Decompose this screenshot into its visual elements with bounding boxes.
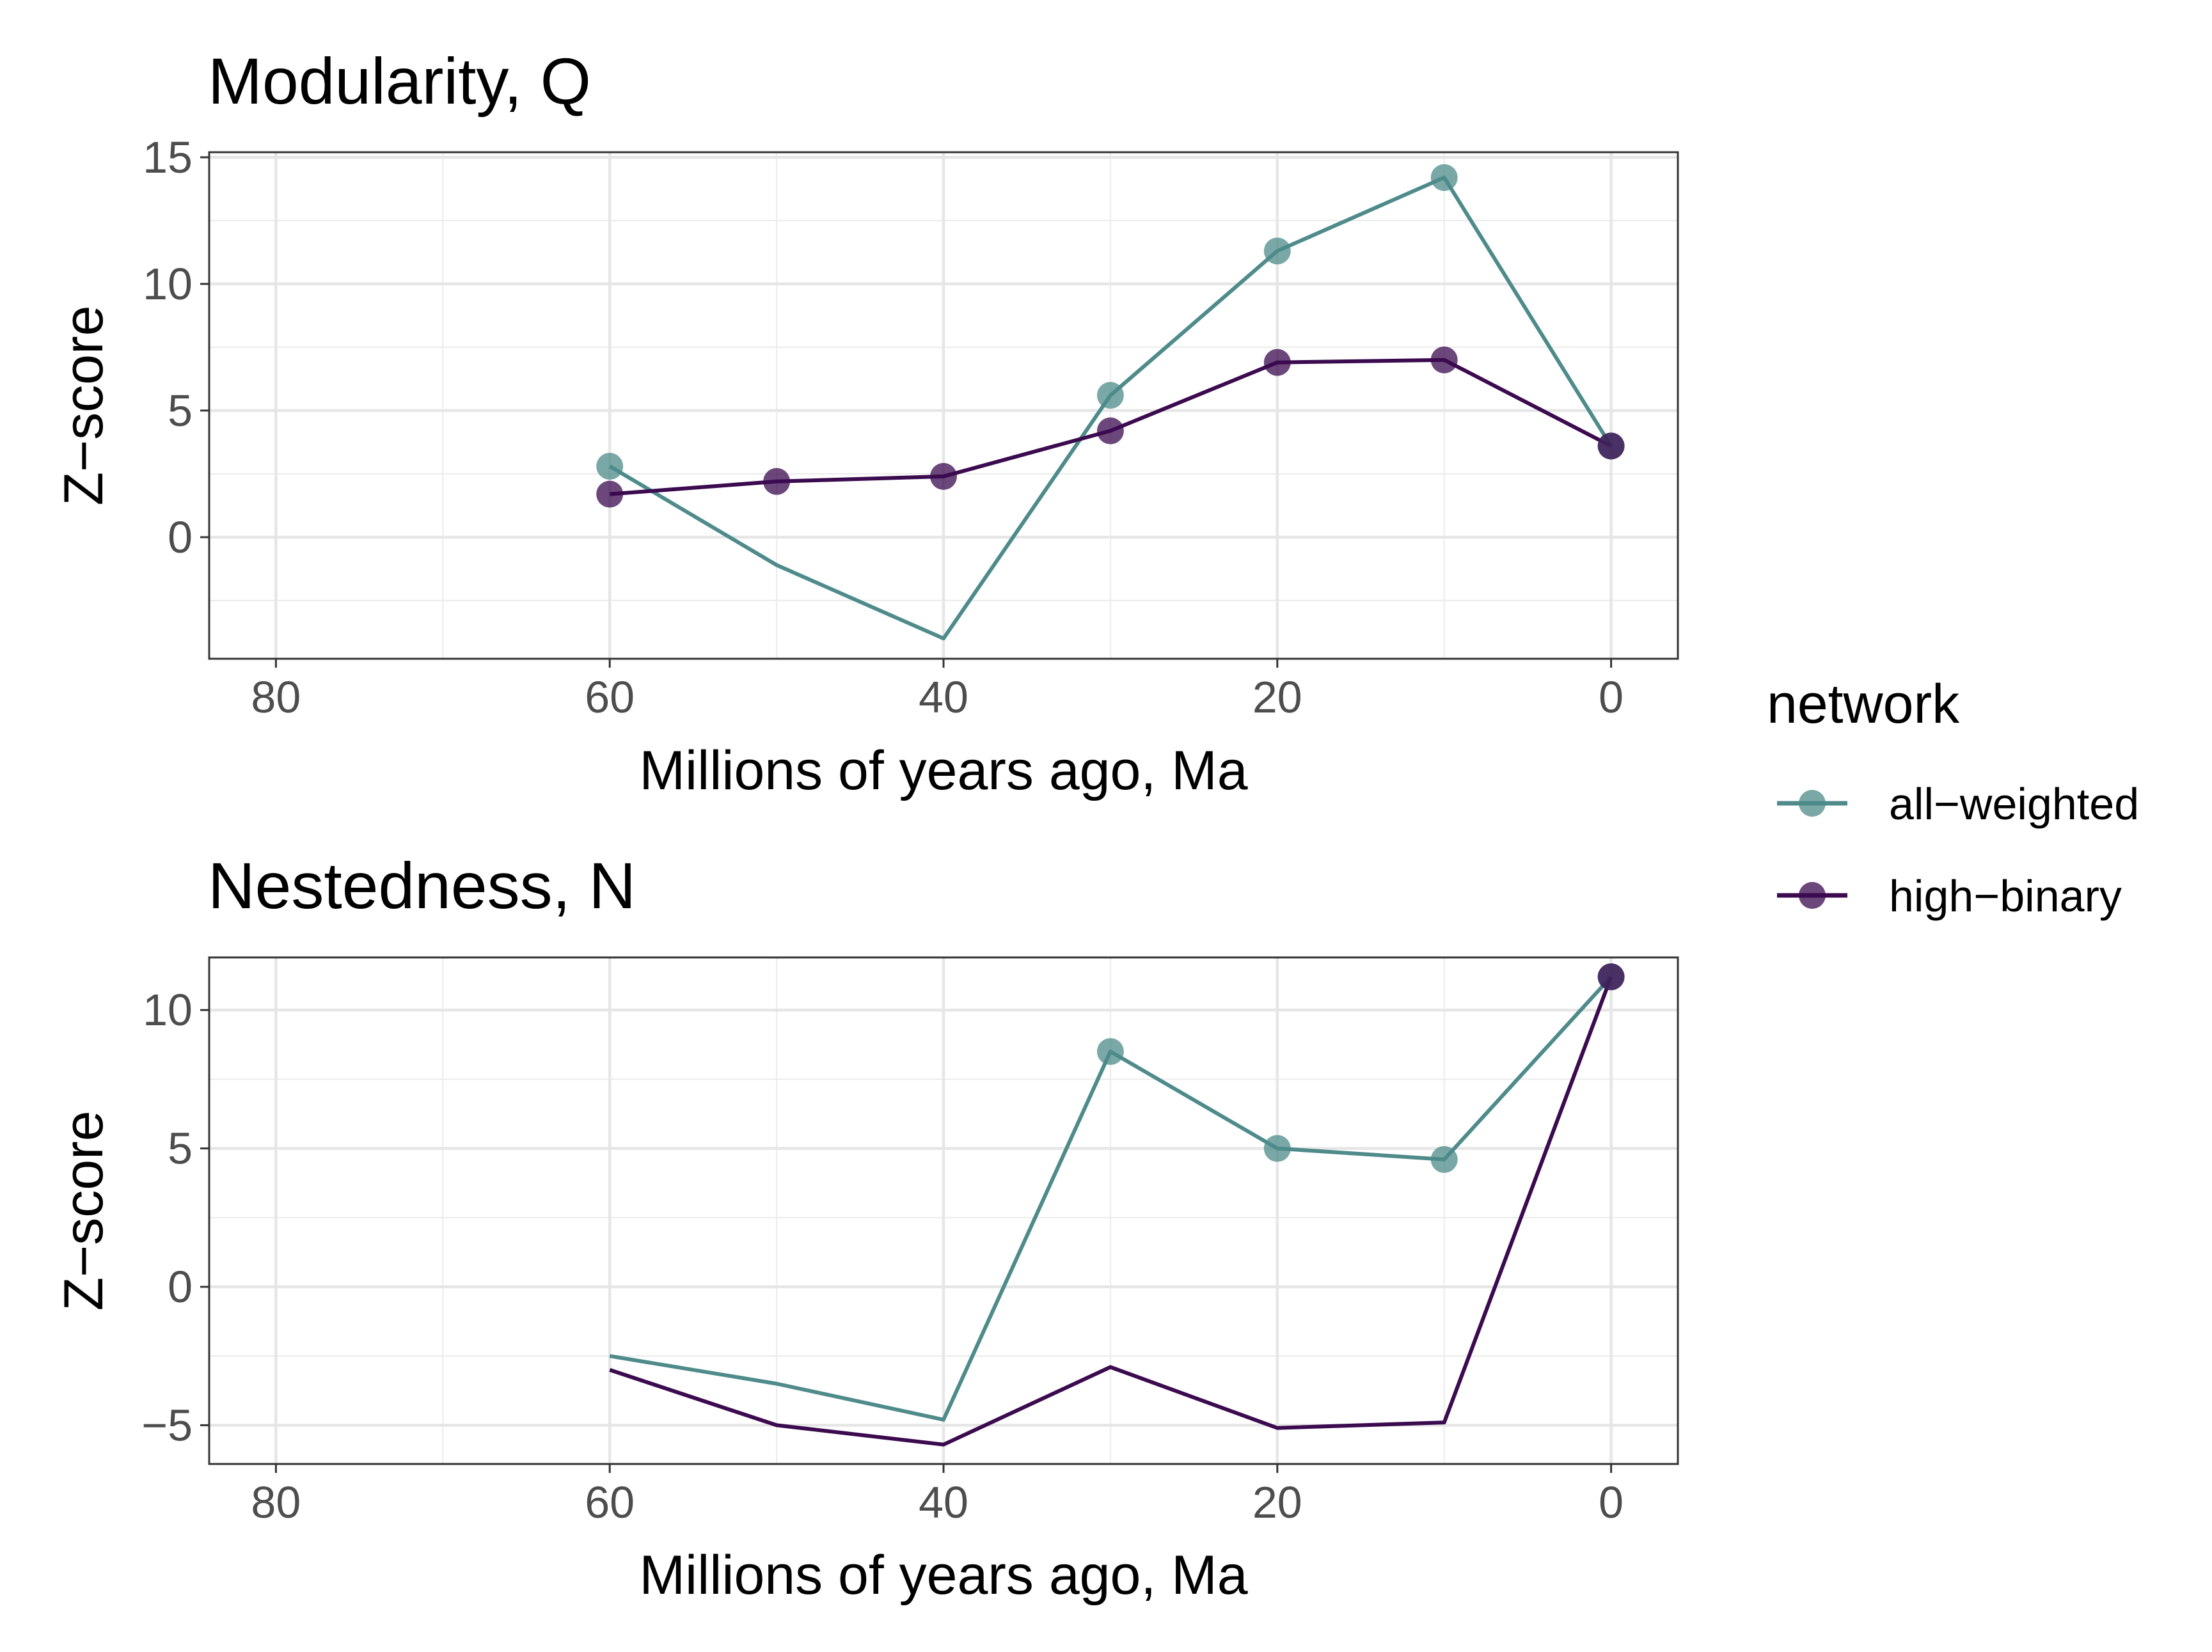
x-tick-label: 40 <box>919 1477 968 1527</box>
x-axis-ticks-nestedness: 80 60 40 20 0 <box>251 1464 1623 1527</box>
x-tick-label: 40 <box>919 672 968 722</box>
legend: network all−weighted high−binary <box>1767 673 2139 921</box>
x-tick-label: 60 <box>585 672 635 722</box>
data-point-high-binary <box>930 462 957 490</box>
data-point-high-binary <box>763 468 791 495</box>
x-tick-label: 0 <box>1599 672 1623 722</box>
data-point-all-weighted <box>1263 237 1291 265</box>
y-tick-label: 10 <box>143 985 193 1035</box>
x-axis-title-nestedness: Millions of years ago, Ma <box>639 1545 1247 1606</box>
y-tick-label: 10 <box>143 259 193 309</box>
legend-key-marker-high-binary <box>1799 882 1826 909</box>
legend-title: network <box>1767 673 1960 735</box>
x-tick-label: 20 <box>1252 672 1302 722</box>
x-tick-label: 60 <box>585 1477 635 1527</box>
modularity-panel: Modularity, Q 0 5 10 15 80 60 40 20 0 Millions … <box>53 45 1679 801</box>
data-point-all-weighted <box>1263 1135 1291 1162</box>
y-tick-label: 5 <box>168 386 193 436</box>
series-line-high-binary <box>609 976 1613 1447</box>
data-point-all-weighted <box>1430 164 1458 191</box>
data-point-all-weighted <box>596 453 624 480</box>
legend-key-marker-all-weighted <box>1799 790 1826 817</box>
y-axis-ticks-nestedness: −5 0 5 10 <box>141 985 209 1450</box>
data-point-high-binary <box>1096 417 1124 444</box>
legend-entry-high-binary: high−binary <box>1777 871 2122 921</box>
nestedness-panel: Nestedness, N −5 0 5 10 80 60 40 20 0 Millions … <box>53 849 1679 1606</box>
major-grid-nestedness <box>209 957 1678 1464</box>
data-point-high-binary <box>1597 963 1625 991</box>
legend-entry-all-weighted: all−weighted <box>1777 779 2139 829</box>
data-point-all-weighted <box>1430 1145 1458 1173</box>
data-point-all-weighted <box>1096 382 1124 409</box>
x-tick-label: 80 <box>251 1477 301 1527</box>
y-axis-title-modularity: Z−score <box>53 305 115 505</box>
x-tick-label: 20 <box>1252 1477 1302 1527</box>
legend-label-all-weighted: all−weighted <box>1889 779 2139 829</box>
data-point-high-binary <box>596 480 624 508</box>
series-layer-modularity <box>596 164 1625 641</box>
data-point-high-binary <box>1597 432 1625 460</box>
y-axis-title-nestedness: Z−score <box>53 1110 115 1310</box>
x-tick-label: 0 <box>1599 1477 1623 1527</box>
x-axis-ticks-modularity: 80 60 40 20 0 <box>251 659 1623 722</box>
panel-title-modularity: Modularity, Q <box>208 45 591 118</box>
x-tick-label: 80 <box>251 672 301 722</box>
data-point-high-binary <box>1263 349 1291 376</box>
panel-title-nestedness: Nestedness, N <box>208 849 636 922</box>
y-tick-label: 15 <box>143 132 193 182</box>
x-axis-title-modularity: Millions of years ago, Ma <box>639 740 1247 801</box>
major-grid-modularity <box>209 152 1678 659</box>
y-tick-label: 0 <box>168 512 193 562</box>
y-tick-label: 5 <box>168 1124 193 1174</box>
data-point-all-weighted <box>1096 1038 1124 1066</box>
data-point-high-binary <box>1430 346 1458 374</box>
y-tick-label: −5 <box>141 1400 193 1450</box>
series-layer-nestedness <box>609 963 1625 1447</box>
legend-label-high-binary: high−binary <box>1889 871 2122 921</box>
y-tick-label: 0 <box>168 1262 193 1312</box>
y-axis-ticks-modularity: 0 5 10 15 <box>143 132 209 562</box>
